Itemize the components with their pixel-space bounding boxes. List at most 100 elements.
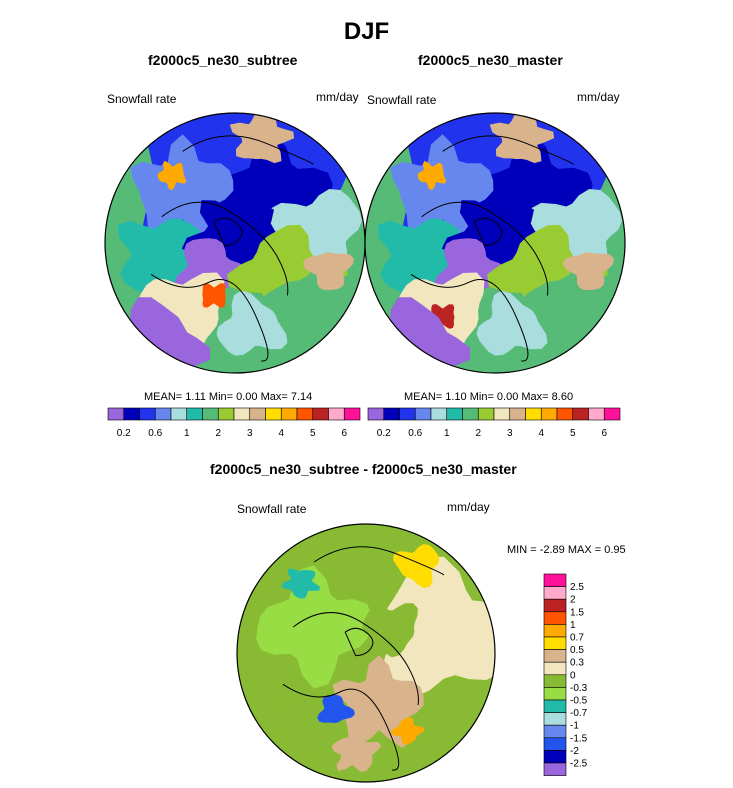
panel2-colorbar-tick-label: 5 [570, 428, 576, 439]
diff-colorbar-box [543, 737, 567, 751]
diff-colorbar-tick-label: -0.5 [570, 696, 588, 707]
panel2-title: f2000c5_ne30_master [418, 52, 563, 68]
panel1-colorbar-box [233, 407, 251, 421]
diff-colorbar-box [543, 687, 567, 701]
diff-colorbar-box [543, 636, 567, 650]
diff-colorbar-tick-label: 2.5 [570, 582, 584, 593]
panel2-coastline [473, 217, 503, 247]
diff-colorbar-box [543, 598, 567, 613]
diff-colorbar-tick-label: -0.7 [570, 708, 588, 719]
diff-stats: MIN = -2.89 MAX = 0.95 [507, 544, 626, 556]
panel1-colorbar-box [328, 407, 345, 421]
diff-field-region [281, 568, 320, 599]
panel2-colorbar-box [603, 407, 621, 421]
panel2-field-region [476, 133, 593, 258]
panel2-colorbar-box [414, 407, 432, 421]
diff-colorbar-box [543, 762, 567, 776]
panel2-colorbar-tick-label: 3 [507, 428, 513, 439]
panel1-colorbar: 0.2 0.6 1 2 3 4 5 6 [107, 407, 361, 439]
panel2-colorbar-box [493, 407, 511, 421]
diff-colorbar-tick-label: -1.5 [570, 733, 588, 744]
panel1-coastline [150, 274, 269, 362]
panel2-polar-map [364, 112, 626, 374]
panel2-field-region [562, 252, 614, 290]
panel1-colorbar-tick-label: 2 [215, 428, 221, 439]
panel1-colorbar-box [312, 407, 329, 421]
diff-polar-map [236, 523, 496, 783]
panel1-colorbar-tick-label: 1 [184, 428, 190, 439]
panel1-colorbar-tick-label: 3 [247, 428, 253, 439]
panel1-coastline [213, 217, 243, 247]
panel1-colorbar-tick-label: 5 [310, 428, 316, 439]
panel2-colorbar-tick-label: 1 [444, 428, 450, 439]
panel2-colorbar-tick-label: 6 [601, 428, 607, 439]
diff-field [237, 524, 495, 782]
panel2-colorbar: 0.2 0.6 1 2 3 4 5 6 [367, 407, 621, 439]
panel1-colorbar-box [202, 407, 219, 421]
panel1-colorbar-tick-label: 4 [278, 428, 284, 439]
diff-colorbar-box [543, 712, 567, 726]
diff-colorbar-tick-label: 1.5 [570, 607, 584, 618]
panel1-colorbar-box [170, 407, 188, 421]
panel1-colorbar-box [265, 407, 282, 421]
panel1-colorbar-box [123, 407, 140, 421]
panel1-colorbar-box [217, 407, 235, 421]
panel2-coastline [410, 274, 529, 362]
panel1-field-region [216, 133, 333, 258]
panel1-colorbar-box [296, 407, 314, 421]
diff-colorbar-box [543, 573, 567, 587]
diff-field-region [362, 603, 418, 658]
diff-coastline [282, 683, 400, 771]
diff-colorbar-box [543, 661, 567, 676]
panel1-colorbar-box [107, 407, 125, 421]
panel2-coastline [442, 135, 574, 165]
diff-colorbar-box [543, 649, 567, 663]
panel2-colorbar-tick-label: 4 [538, 428, 544, 439]
panel1-colorbar-box [249, 407, 266, 421]
panel1-field-region [302, 252, 354, 290]
diff-colorbar-tick-label: 0 [570, 670, 576, 681]
panel2-colorbar-box [525, 407, 542, 421]
diff-units-label: mm/day [447, 500, 490, 514]
panel1-colorbar-box [280, 407, 298, 421]
panel2-colorbar-box [477, 407, 495, 421]
panel2-colorbar-box [588, 407, 605, 421]
diff-field-region [393, 544, 440, 588]
diff-colorbar-box [543, 750, 567, 764]
panel1-colorbar-box [186, 407, 203, 421]
panel2-field-region [476, 290, 548, 356]
panel2-field-region [487, 224, 608, 324]
diff-colorbar-tick-label: -2.5 [570, 759, 588, 770]
diff-colorbar-tick-label: -1 [570, 721, 579, 732]
panel1-colorbar-tick-label: 6 [341, 428, 347, 439]
diff-coastline [344, 627, 374, 657]
panel2-colorbar-box [509, 407, 526, 421]
panel2-colorbar-box [430, 407, 448, 421]
diff-field-region [331, 728, 382, 772]
panel1-coastline [182, 135, 314, 165]
panel2-field [365, 113, 625, 373]
panel1-field-region [216, 290, 288, 356]
panel1-colorbar-box [154, 407, 172, 421]
diff-colorbar-box [543, 611, 567, 625]
panel1-colorbar-tick-label: 0.6 [148, 428, 162, 439]
diff-field-region [256, 565, 372, 689]
panel2-colorbar-box [399, 407, 416, 421]
panel1-field-region [227, 224, 348, 324]
panel1-units-label: mm/day [316, 90, 359, 104]
panel1-polar-map [104, 112, 366, 374]
diff-variable-label: Snowfall rate [237, 502, 307, 516]
diff-colorbar-tick-label: 0.7 [570, 633, 584, 644]
panel1-title: f2000c5_ne30_subtree [148, 52, 298, 68]
diff-colorbar-box [543, 699, 567, 713]
panel1-field [105, 113, 365, 373]
panel1-stats: MEAN= 1.11 Min= 0.00 Max= 7.14 [144, 391, 313, 403]
panel2-units-label: mm/day [577, 90, 620, 104]
panel2-colorbar-box [462, 407, 479, 421]
panel2-colorbar-tick-label: 2 [475, 428, 481, 439]
diff-field-region [380, 556, 495, 701]
diff-colorbar-tick-label: -0.3 [570, 683, 588, 694]
diff-colorbar-box [543, 724, 567, 739]
diff-field-region [317, 694, 355, 723]
diff-colorbar-tick-label: 0.5 [570, 645, 584, 656]
